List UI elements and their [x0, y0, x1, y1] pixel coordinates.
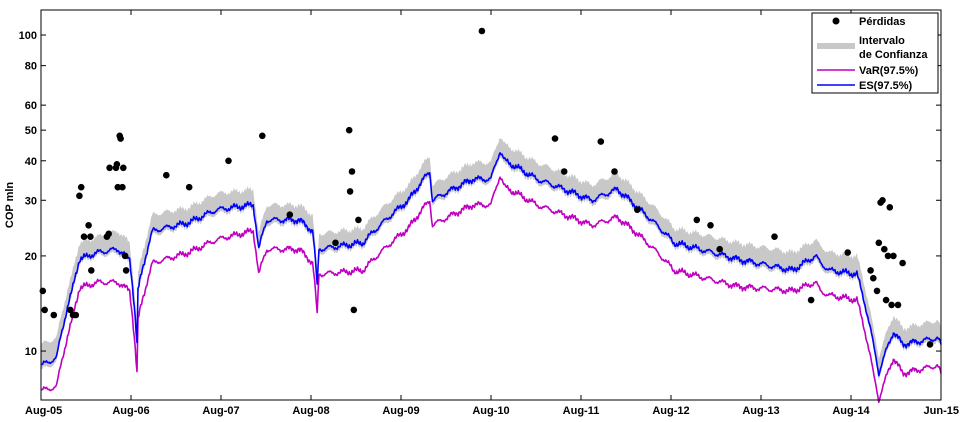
loss-point — [185, 183, 193, 191]
loss-point — [345, 126, 353, 134]
loss-point — [886, 204, 894, 211]
x-tick-label: Aug-08 — [292, 405, 329, 417]
loss-point — [225, 157, 232, 165]
es-series — [40, 152, 942, 377]
legend-losses-marker — [832, 17, 840, 25]
x-tick-label: Jun-15 — [924, 405, 959, 417]
loss-point — [807, 296, 815, 304]
loss-point — [119, 183, 126, 191]
loss-point — [67, 306, 74, 314]
loss-point — [348, 168, 356, 175]
legend-ci-label-line1: Intervalo — [859, 35, 905, 47]
loss-point — [106, 164, 113, 172]
loss-point — [844, 249, 851, 256]
loss-point — [346, 188, 354, 195]
y-tick-label: 50 — [25, 125, 37, 137]
y-tick-label: 30 — [25, 195, 37, 207]
y-tick-label: 20 — [25, 251, 37, 263]
legend-box — [811, 12, 939, 94]
x-tick-label: Aug-09 — [382, 405, 419, 417]
loss-point — [350, 306, 358, 314]
es-line — [40, 152, 942, 377]
var-line — [40, 176, 942, 404]
confidence-interval-band — [41, 137, 941, 381]
loss-point — [884, 252, 892, 260]
loss-point — [87, 233, 94, 240]
loss-point — [88, 267, 95, 274]
legend-losses-label: Pérdidas — [859, 16, 905, 28]
loss-point — [888, 301, 895, 309]
loss-point — [85, 222, 92, 229]
plot-area-frame — [40, 9, 942, 401]
loss-point — [611, 168, 618, 175]
legend: Pérdidas Intervalo de Confianza VaR(97.5… — [811, 12, 939, 94]
var-series — [40, 176, 942, 404]
loss-point — [50, 311, 58, 319]
loss-point — [332, 239, 339, 247]
loss-point — [867, 267, 874, 274]
loss-point — [634, 206, 641, 213]
loss-point — [926, 341, 934, 348]
loss-point — [122, 267, 130, 274]
loss-point — [72, 311, 80, 319]
loss-point — [870, 274, 877, 282]
loss-point — [882, 296, 890, 304]
y-axis-label: COP mln — [4, 182, 16, 229]
loss-point — [117, 135, 124, 142]
loss-point — [259, 132, 266, 140]
legend-ci-label-line2: de Confianza — [859, 49, 928, 61]
x-tick-label: Aug-10 — [472, 405, 509, 417]
x-tick-label: Aug-14 — [832, 405, 870, 417]
x-tick-label: Aug-13 — [742, 405, 779, 417]
loss-point — [879, 197, 886, 204]
loss-point — [894, 301, 902, 309]
loss-point — [551, 135, 559, 142]
loss-point — [875, 239, 883, 247]
loss-point — [707, 222, 714, 229]
loss-point — [286, 211, 294, 218]
loss-point — [121, 252, 129, 260]
loss-point — [716, 245, 723, 253]
x-tick-label: Aug-12 — [652, 405, 689, 417]
loss-point — [77, 183, 85, 191]
loss-points — [39, 27, 934, 348]
y-tick-label: 10 — [25, 346, 37, 358]
x-tick-label: Aug-06 — [112, 405, 149, 417]
y-tick-label: 100 — [19, 30, 37, 42]
y-tick-label: 40 — [25, 156, 37, 168]
loss-point — [478, 27, 486, 35]
loss-point — [771, 233, 778, 240]
loss-point — [890, 252, 897, 260]
loss-point — [560, 168, 568, 175]
ci-band-area — [41, 137, 941, 381]
legend-es-label: ES(97.5%) — [859, 80, 913, 92]
x-axis: Aug-05 Aug-06 Aug-07 Aug-08 Aug-09 Aug-10 Aug-… — [25, 10, 959, 417]
legend-var-label: VaR(97.5%) — [859, 65, 919, 77]
x-tick-label: Aug-11 — [563, 405, 600, 417]
y-tick-label: 80 — [25, 61, 37, 73]
loss-point — [120, 164, 127, 172]
loss-point — [80, 233, 88, 240]
loss-point — [39, 287, 47, 295]
y-axis: 10 20 30 40 50 60 80 100 — [19, 30, 941, 358]
loss-point — [355, 216, 362, 224]
loss-point — [693, 216, 701, 224]
loss-point — [114, 183, 122, 191]
loss-point — [899, 259, 906, 267]
loss-point — [881, 245, 888, 253]
y-tick-label: 60 — [25, 100, 37, 112]
loss-point — [76, 192, 83, 200]
loss-point — [41, 306, 48, 314]
loss-point — [597, 138, 605, 145]
loss-point — [873, 287, 881, 295]
loss-point — [113, 161, 121, 168]
x-tick-label: Aug-07 — [202, 405, 239, 417]
loss-point — [105, 230, 112, 238]
x-tick-label: Aug-05 — [25, 405, 62, 417]
loss-point — [163, 171, 170, 179]
